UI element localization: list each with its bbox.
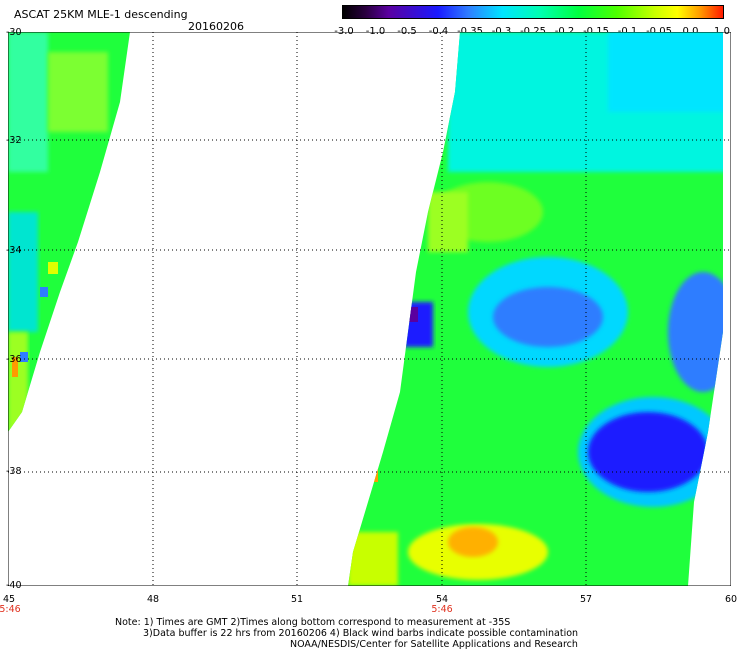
time-label-right: 5:46 xyxy=(431,604,453,615)
map-title: ASCAT 25KM MLE-1 descending xyxy=(14,8,188,21)
note-line-2: 3)Data buffer is 22 hrs from 20160206 4)… xyxy=(143,628,579,639)
map-gridlines xyxy=(8,32,731,586)
lon-label-48: 48 xyxy=(146,594,160,605)
map-panel xyxy=(8,32,731,586)
left-swath xyxy=(8,32,130,432)
lat-label-36: -36 xyxy=(6,354,22,365)
lat-label-32: -32 xyxy=(6,135,22,146)
note-line-1: Note: 1) Times are GMT 2)Times along bot… xyxy=(115,617,511,628)
lon-label-57: 57 xyxy=(579,594,593,605)
right-swath xyxy=(348,32,723,586)
lon-label-51: 51 xyxy=(290,594,304,605)
lon-label-60: 60 xyxy=(724,594,738,605)
lon-label-54: 54 xyxy=(435,594,449,605)
lat-label-30: -30 xyxy=(6,27,22,38)
lat-label-38: -38 xyxy=(6,466,22,477)
color-scale-bar xyxy=(342,5,724,19)
note-line-3: NOAA/NESDIS/Center for Satellite Applica… xyxy=(290,639,578,650)
lat-label-40: -40 xyxy=(6,580,22,591)
lat-label-34: -34 xyxy=(6,245,22,256)
lon-label-45: 45 xyxy=(2,594,16,605)
map-date: 20160206 xyxy=(188,20,244,33)
time-label-left: 5:46 xyxy=(0,604,21,615)
map-canvas xyxy=(8,32,731,586)
